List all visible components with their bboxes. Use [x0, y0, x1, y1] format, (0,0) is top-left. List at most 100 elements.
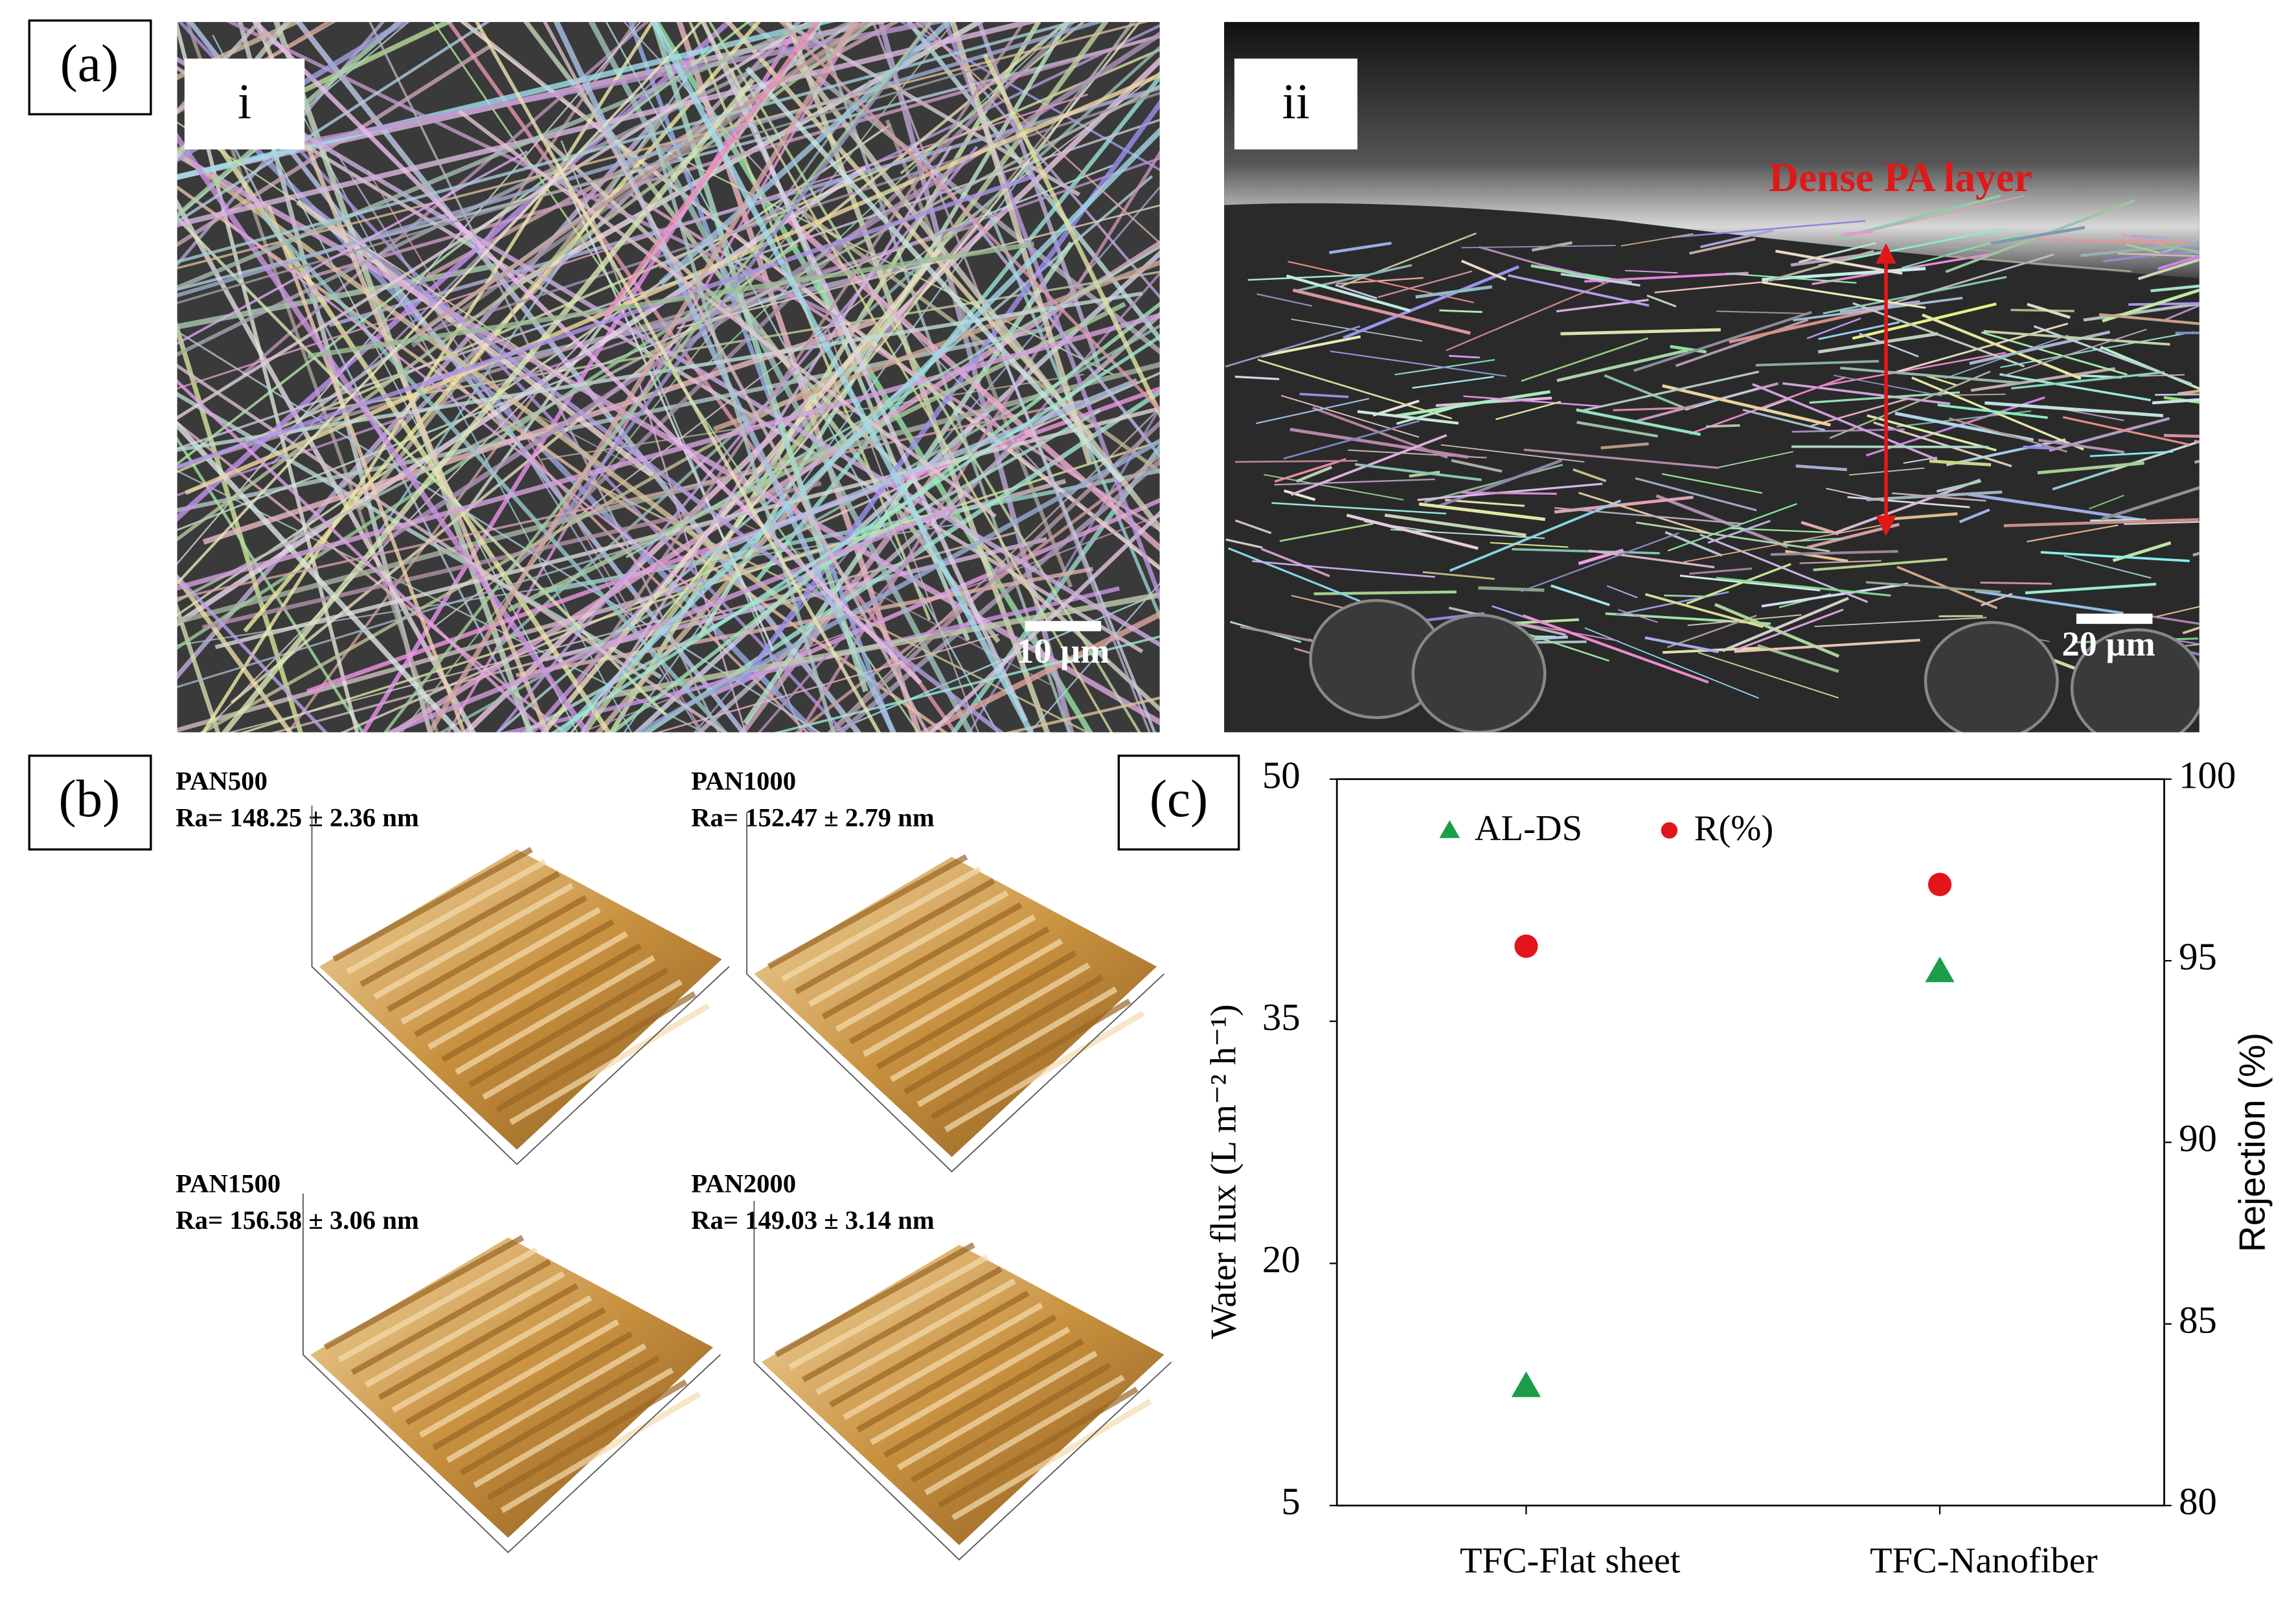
fiber	[2111, 440, 2199, 472]
fiber	[1981, 593, 2013, 607]
fiber	[177, 21, 490, 224]
y2-tick-label: 95	[2179, 936, 2217, 978]
fiber	[1883, 512, 1958, 521]
fiber	[1618, 609, 1659, 623]
fiber	[1901, 232, 2026, 269]
fiber	[1390, 529, 1545, 539]
fiber	[328, 86, 1160, 328]
fiber	[905, 21, 1160, 343]
fiber	[1716, 577, 1891, 597]
fiber	[1439, 309, 1483, 314]
fiber	[271, 69, 665, 465]
afm-ridge	[387, 895, 587, 1012]
fiber	[609, 301, 1160, 733]
fiber	[177, 574, 328, 733]
fiber	[1560, 273, 1641, 287]
fiber	[1422, 571, 1495, 580]
fiber	[1234, 375, 1280, 380]
afm-ridge	[332, 847, 533, 962]
fiber	[1983, 330, 2170, 346]
afm-ridge	[808, 890, 1009, 1007]
fiber	[836, 458, 1160, 733]
fiber	[900, 21, 1085, 174]
fiber	[2117, 253, 2199, 257]
plot-frame	[1336, 778, 2165, 1507]
fiber	[1999, 373, 2152, 402]
afm-ridge	[346, 858, 547, 975]
fiber	[228, 619, 661, 733]
fiber	[588, 21, 973, 733]
fiber	[340, 371, 1160, 733]
fiber	[1578, 492, 1710, 534]
fiber	[1578, 548, 1624, 566]
fiber	[1922, 313, 2082, 380]
afm-ridge	[364, 1271, 565, 1388]
fiber	[1865, 581, 2001, 593]
fiber	[1257, 359, 1452, 420]
fiber	[2161, 244, 2199, 253]
fiber	[1806, 317, 1861, 339]
fiber	[1840, 230, 1874, 236]
fiber	[177, 21, 385, 268]
fiber	[369, 21, 720, 733]
fiber	[1636, 382, 1779, 422]
fiber	[296, 200, 654, 477]
fiber	[1286, 274, 1411, 312]
fiber	[2177, 389, 2199, 396]
fiber	[1573, 468, 1607, 483]
roughness: Ra= 156.58 ± 3.06 nm	[176, 1205, 419, 1235]
fiber	[177, 602, 220, 733]
fiber	[634, 438, 1160, 733]
fiber	[177, 62, 997, 304]
fiber	[918, 611, 1160, 733]
fiber	[1296, 264, 1413, 292]
afm-ridge	[780, 866, 982, 982]
y2-tick-label: 90	[2179, 1117, 2217, 1160]
afm-ridge	[391, 1295, 593, 1413]
fiber	[177, 421, 567, 733]
fiber	[177, 148, 797, 612]
fiber	[1235, 519, 1272, 534]
fiber	[1556, 348, 1688, 382]
scale-bar	[1025, 621, 1102, 632]
fiber	[1946, 246, 2001, 253]
fiber	[1954, 393, 2006, 396]
fiber	[1005, 696, 1160, 733]
afm-ridge	[856, 1314, 1057, 1433]
fiber	[1588, 549, 1715, 569]
afm-images: PAN500 Ra= 148.25 ± 2.36 nm PAN1000 Ra= 152…	[176, 766, 1172, 1561]
legend-marker	[1439, 820, 1461, 838]
fiber	[2027, 303, 2071, 319]
fiber	[1613, 406, 1694, 411]
fiber	[1576, 408, 1701, 436]
fiber	[558, 21, 934, 523]
sample-name: PAN2000	[691, 1169, 796, 1198]
fiber	[968, 406, 1160, 733]
fiber	[2163, 433, 2199, 438]
fiber	[1742, 409, 1826, 431]
fiber	[1716, 310, 1809, 315]
fiber	[878, 21, 1074, 733]
fiber	[1829, 371, 1991, 439]
fiber	[1699, 229, 1774, 249]
fiber	[1417, 483, 1603, 501]
fiber	[1520, 532, 1679, 593]
fiber	[1990, 225, 2086, 246]
fiber	[2124, 521, 2199, 525]
afm-ridge	[441, 943, 642, 1062]
fiber	[647, 119, 835, 733]
data-point	[1927, 873, 1952, 897]
afm-ridge	[815, 1278, 1016, 1395]
fiber	[712, 260, 1160, 432]
fiber	[1734, 639, 1920, 653]
fiber	[1762, 281, 1926, 309]
fiber	[177, 132, 590, 733]
afm-ridge	[473, 1367, 674, 1489]
fiber	[177, 470, 706, 733]
afm-ridge	[883, 1338, 1084, 1458]
afm-ridge	[337, 1247, 538, 1363]
fiber	[1444, 499, 1525, 507]
fiber	[177, 361, 1160, 625]
label-box	[28, 754, 152, 851]
fiber	[1859, 332, 1919, 358]
